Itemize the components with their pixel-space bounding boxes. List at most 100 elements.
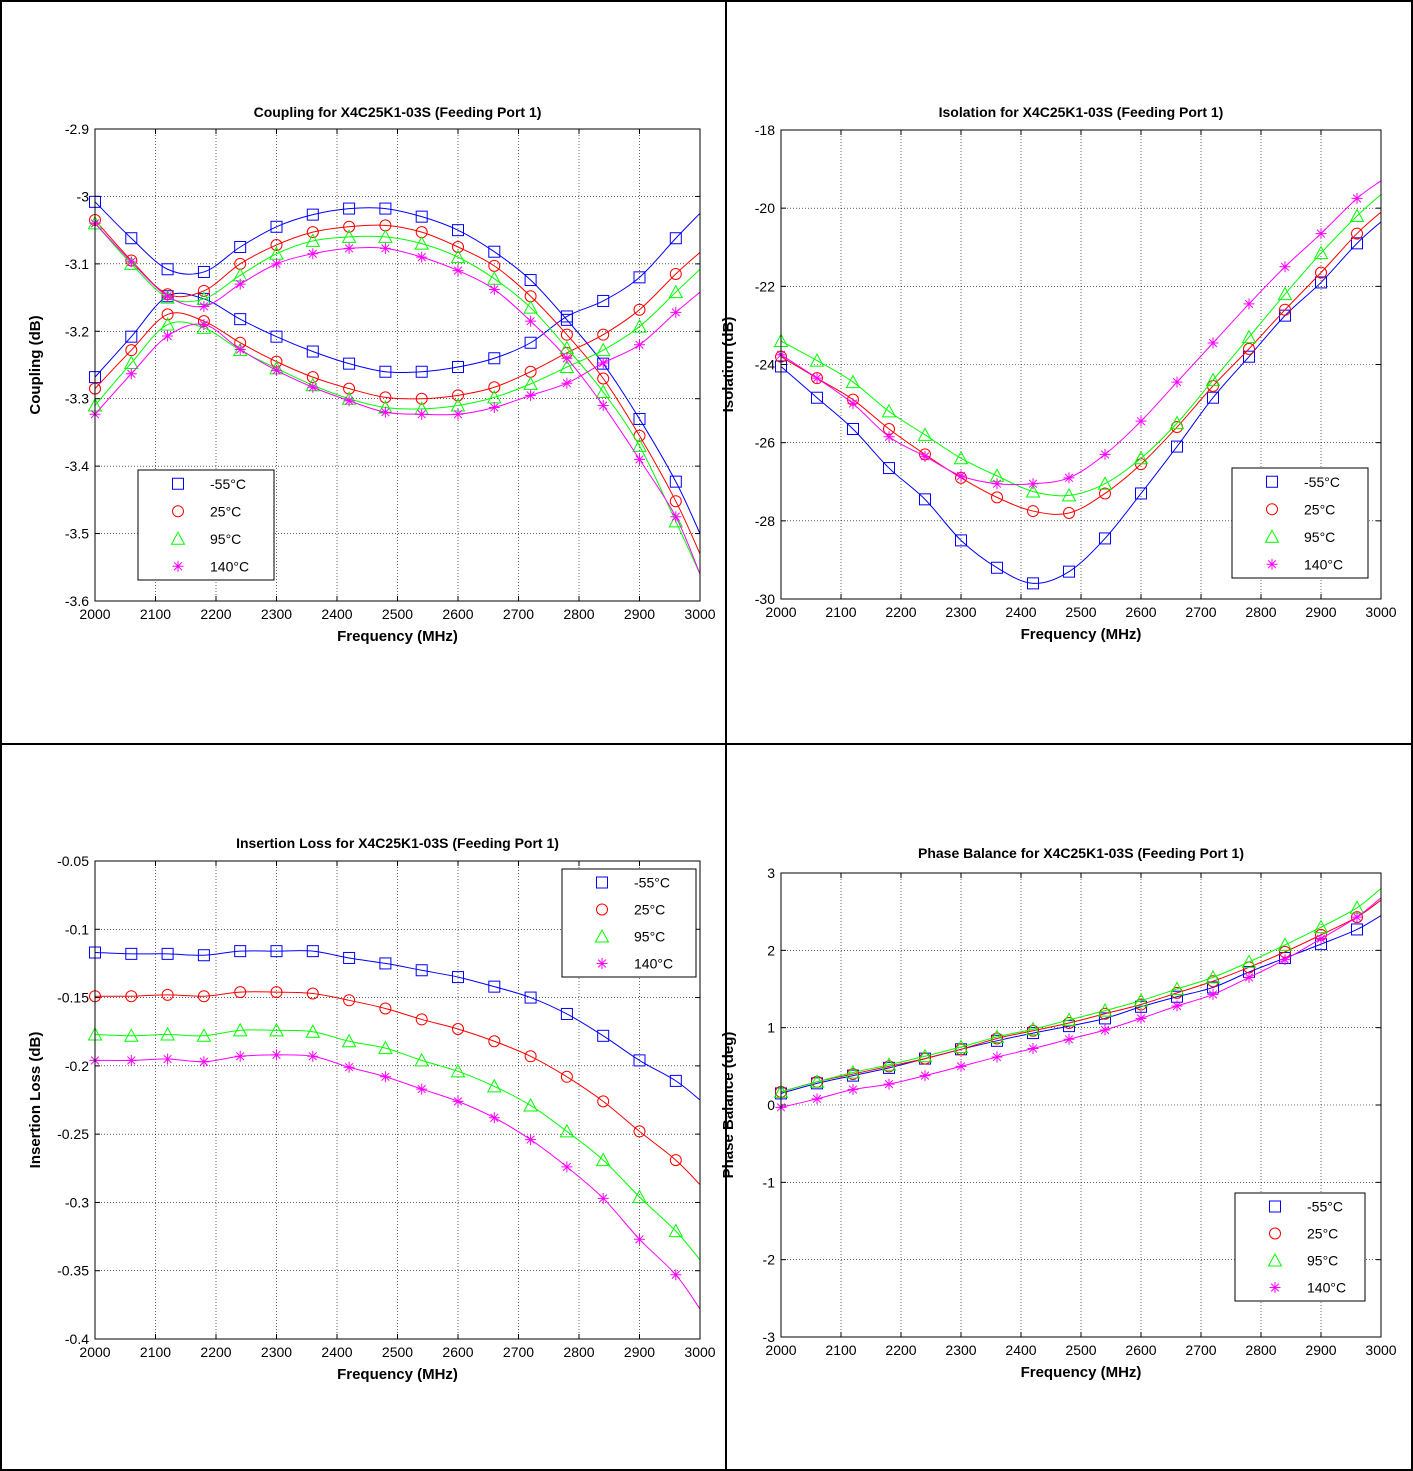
data-point [1135,487,1147,500]
x-tick-label: 2800 [1245,1342,1276,1358]
data-point [883,462,895,475]
data-point [634,339,645,351]
data-point [307,381,319,393]
data-point [991,561,1003,574]
data-point [1025,1021,1041,1036]
legend-label: 25°C [1307,1226,1338,1242]
data-point [670,1269,682,1281]
data-point [524,1050,537,1063]
border-middle-horizontal [0,743,1413,745]
x-tick-label: 2400 [321,606,352,622]
data-point [633,271,646,284]
legend: -55°C 25°C 95°C 140°C [1234,1192,1366,1302]
data-point [811,391,823,404]
data-point [917,427,933,441]
data-point [125,330,138,343]
data-point [270,330,283,343]
data-point [1351,237,1363,250]
x-axis-label: Frequency (MHz) [337,1366,458,1383]
data-point [1135,415,1147,427]
series-line [780,194,1382,497]
x-tick-label: 2600 [442,1344,473,1360]
data-point [1061,1012,1077,1026]
data-point [1063,472,1075,484]
legend-label: -55°C [634,875,670,891]
data-point [1171,376,1183,388]
chart-title: Insertion Loss for X4C25K1-03S (Feeding … [236,835,559,851]
x-axis-label: Frequency (MHz) [337,628,458,645]
data-point [1063,1033,1075,1045]
data-point [811,1093,823,1105]
data-point [847,422,859,435]
y-tick-label: -3.2 [65,323,89,339]
legend-marker [170,531,186,545]
data-point [125,232,138,245]
data-point [306,345,319,358]
data-point [161,947,174,960]
x-tick-label: 2300 [261,606,292,622]
data-point [561,377,573,389]
x-tick-label: 2700 [1185,604,1216,620]
data-point [1277,937,1293,951]
legend-marker [1267,1252,1283,1267]
data-point [379,1071,391,1083]
data-point [1099,448,1111,460]
y-tick-label: -0.35 [57,1263,89,1279]
data-point [919,493,931,506]
data-point [1243,971,1255,983]
data-point [1027,1043,1039,1055]
data-point [597,1029,610,1042]
data-point [919,450,931,462]
series-line [94,219,701,555]
x-tick-label: 2200 [200,606,231,622]
data-point [125,947,138,960]
data-point [1063,565,1075,578]
series-group [87,945,701,1310]
data-point [306,226,319,239]
legend-label: 95°C [210,531,241,547]
data-point [524,991,537,1004]
y-tick-label: -0.3 [65,1194,89,1210]
data-point [633,1125,646,1138]
y-tick-label: -1 [763,1174,776,1190]
data-point [560,1070,573,1083]
x-tick-label: 2500 [382,1344,413,1360]
x-tick-label: 2300 [945,1342,976,1358]
data-point [343,242,355,254]
x-tick-label: 2500 [382,606,413,622]
data-point [1315,266,1327,279]
data-point [488,381,501,394]
y-tick-label: -20 [755,200,775,216]
data-point [234,1050,246,1062]
data-point [343,395,355,407]
data-point [559,359,575,374]
data-point [161,263,174,276]
x-tick-label: 3000 [684,606,715,622]
series-line [94,950,701,1101]
data-point [416,408,428,420]
data-point [597,399,609,411]
data-point [1063,1020,1075,1033]
x-tick-label: 2800 [1245,604,1276,620]
y-axis-label: Phase Balance (deg) [720,1032,737,1179]
data-point [306,208,319,221]
data-point [1025,483,1041,498]
data-point [379,406,391,418]
legend-label: 140°C [1304,556,1343,572]
data-point [634,1233,645,1245]
y-tick-label: 2 [767,942,775,958]
data-point [198,319,210,331]
data-point [270,945,283,958]
legend-label: -55°C [210,476,246,492]
data-point [1205,372,1221,387]
data-point [197,284,210,297]
data-point [415,1013,428,1026]
data-point [305,233,321,247]
y-tick-label: -0.05 [57,853,89,869]
legend: -55°C 25°C 95°C 140°C [561,868,697,978]
data-point [488,1035,501,1048]
ticks: 2000 2100 2200 2300 2400 2500 2600 2700 2800 2900… [65,121,716,622]
data-point [669,495,682,508]
data-point [379,365,392,378]
data-point [161,988,174,1001]
